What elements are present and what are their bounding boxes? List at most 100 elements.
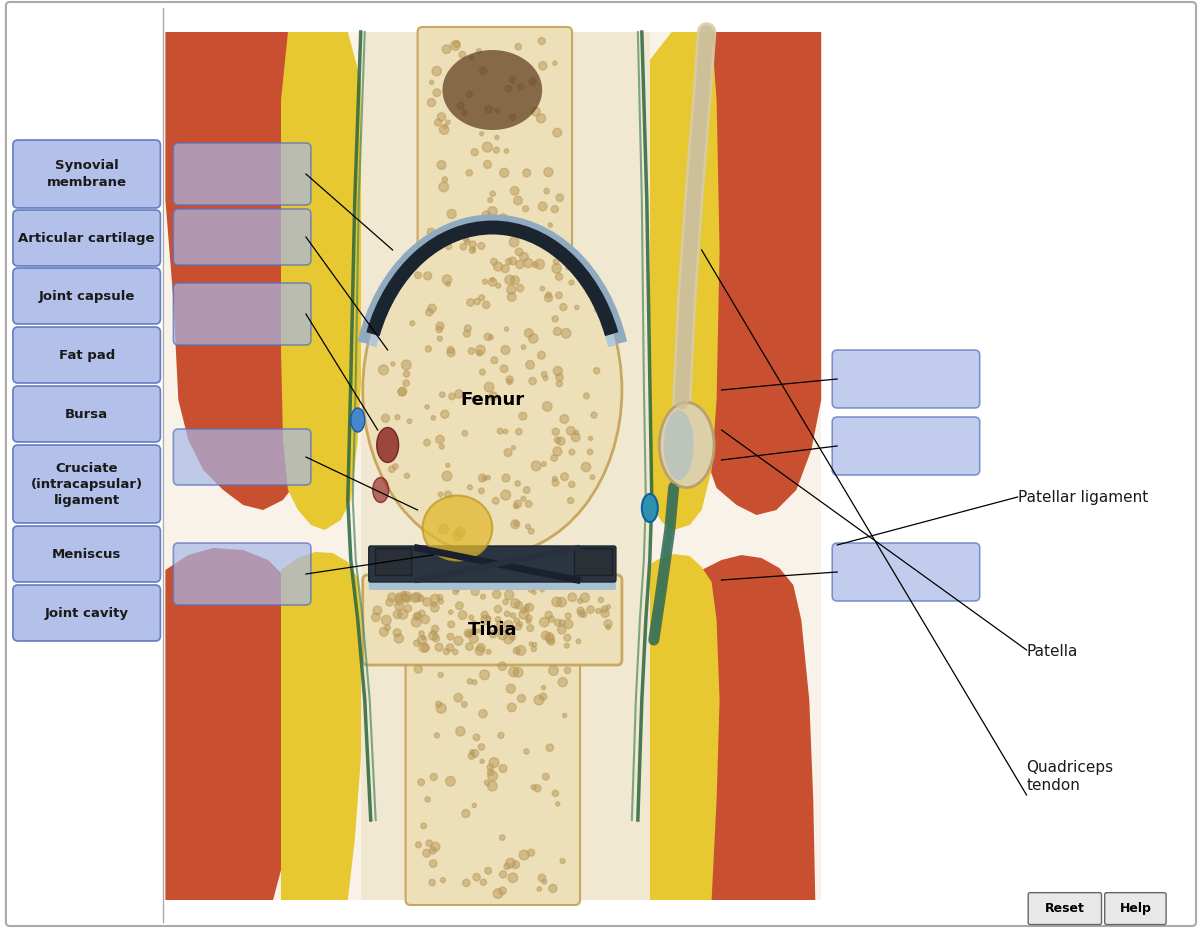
Circle shape bbox=[502, 265, 509, 272]
Circle shape bbox=[402, 360, 412, 370]
Circle shape bbox=[553, 327, 562, 336]
Circle shape bbox=[422, 849, 431, 857]
Circle shape bbox=[484, 161, 492, 168]
Circle shape bbox=[407, 418, 412, 424]
Circle shape bbox=[479, 744, 485, 751]
Circle shape bbox=[558, 678, 568, 686]
Circle shape bbox=[372, 613, 380, 621]
Circle shape bbox=[437, 161, 446, 169]
Circle shape bbox=[480, 759, 485, 764]
Circle shape bbox=[450, 41, 460, 50]
Circle shape bbox=[552, 597, 562, 606]
Circle shape bbox=[532, 646, 536, 652]
Circle shape bbox=[414, 612, 421, 619]
Circle shape bbox=[515, 481, 521, 486]
Circle shape bbox=[448, 347, 454, 353]
Circle shape bbox=[556, 273, 563, 280]
Circle shape bbox=[546, 292, 551, 298]
Circle shape bbox=[469, 634, 479, 644]
Circle shape bbox=[464, 325, 472, 332]
Circle shape bbox=[546, 744, 553, 751]
Circle shape bbox=[564, 644, 569, 648]
Circle shape bbox=[462, 110, 467, 115]
Circle shape bbox=[514, 618, 520, 623]
Circle shape bbox=[541, 685, 546, 690]
Circle shape bbox=[499, 168, 509, 178]
Circle shape bbox=[433, 89, 440, 97]
Circle shape bbox=[413, 613, 421, 620]
Circle shape bbox=[491, 277, 494, 282]
Circle shape bbox=[510, 187, 518, 195]
Circle shape bbox=[516, 429, 522, 435]
Circle shape bbox=[426, 840, 432, 846]
Circle shape bbox=[500, 490, 511, 500]
Circle shape bbox=[539, 202, 547, 211]
Circle shape bbox=[437, 113, 445, 121]
Circle shape bbox=[402, 595, 410, 603]
Circle shape bbox=[430, 847, 437, 854]
Circle shape bbox=[439, 182, 449, 192]
Circle shape bbox=[514, 219, 523, 228]
Circle shape bbox=[444, 648, 450, 655]
Circle shape bbox=[456, 602, 463, 609]
Circle shape bbox=[427, 99, 436, 107]
Circle shape bbox=[402, 591, 412, 602]
Circle shape bbox=[511, 599, 520, 608]
FancyBboxPatch shape bbox=[13, 585, 161, 641]
Circle shape bbox=[503, 430, 508, 434]
Circle shape bbox=[439, 445, 444, 449]
Circle shape bbox=[454, 636, 463, 645]
Ellipse shape bbox=[659, 403, 714, 487]
Circle shape bbox=[436, 326, 443, 333]
Circle shape bbox=[553, 447, 562, 456]
Circle shape bbox=[499, 764, 508, 773]
Circle shape bbox=[557, 437, 565, 445]
Circle shape bbox=[392, 464, 398, 470]
Circle shape bbox=[482, 142, 492, 153]
Circle shape bbox=[514, 647, 520, 654]
Circle shape bbox=[509, 77, 515, 83]
Text: Bursa: Bursa bbox=[65, 407, 108, 420]
Circle shape bbox=[482, 301, 490, 309]
Circle shape bbox=[532, 107, 540, 116]
Circle shape bbox=[492, 498, 499, 504]
Circle shape bbox=[469, 56, 474, 60]
Circle shape bbox=[511, 861, 520, 869]
Ellipse shape bbox=[642, 494, 658, 522]
Circle shape bbox=[486, 475, 491, 480]
Circle shape bbox=[386, 599, 394, 606]
Circle shape bbox=[504, 611, 510, 617]
Circle shape bbox=[476, 629, 480, 632]
Polygon shape bbox=[166, 548, 293, 900]
Circle shape bbox=[515, 601, 522, 609]
Circle shape bbox=[577, 607, 584, 615]
Text: Fat pad: Fat pad bbox=[59, 349, 115, 362]
Circle shape bbox=[460, 51, 466, 58]
Circle shape bbox=[466, 169, 473, 176]
Circle shape bbox=[496, 617, 500, 622]
Circle shape bbox=[456, 726, 464, 736]
Circle shape bbox=[467, 679, 473, 684]
Circle shape bbox=[556, 292, 563, 299]
Circle shape bbox=[432, 66, 442, 76]
Circle shape bbox=[389, 466, 395, 472]
Circle shape bbox=[547, 638, 554, 645]
Circle shape bbox=[481, 615, 491, 625]
FancyBboxPatch shape bbox=[833, 350, 979, 408]
Circle shape bbox=[505, 275, 515, 285]
Text: Articular cartilage: Articular cartilage bbox=[18, 232, 155, 245]
Circle shape bbox=[421, 636, 426, 640]
Circle shape bbox=[527, 625, 534, 631]
Circle shape bbox=[454, 41, 460, 47]
Polygon shape bbox=[574, 548, 612, 575]
Circle shape bbox=[575, 305, 580, 310]
Circle shape bbox=[551, 455, 558, 461]
Circle shape bbox=[470, 227, 478, 233]
Circle shape bbox=[506, 286, 516, 295]
FancyBboxPatch shape bbox=[362, 575, 622, 665]
Circle shape bbox=[486, 616, 491, 621]
Circle shape bbox=[506, 376, 514, 383]
Circle shape bbox=[535, 259, 545, 269]
Circle shape bbox=[497, 429, 503, 434]
FancyBboxPatch shape bbox=[406, 650, 580, 905]
